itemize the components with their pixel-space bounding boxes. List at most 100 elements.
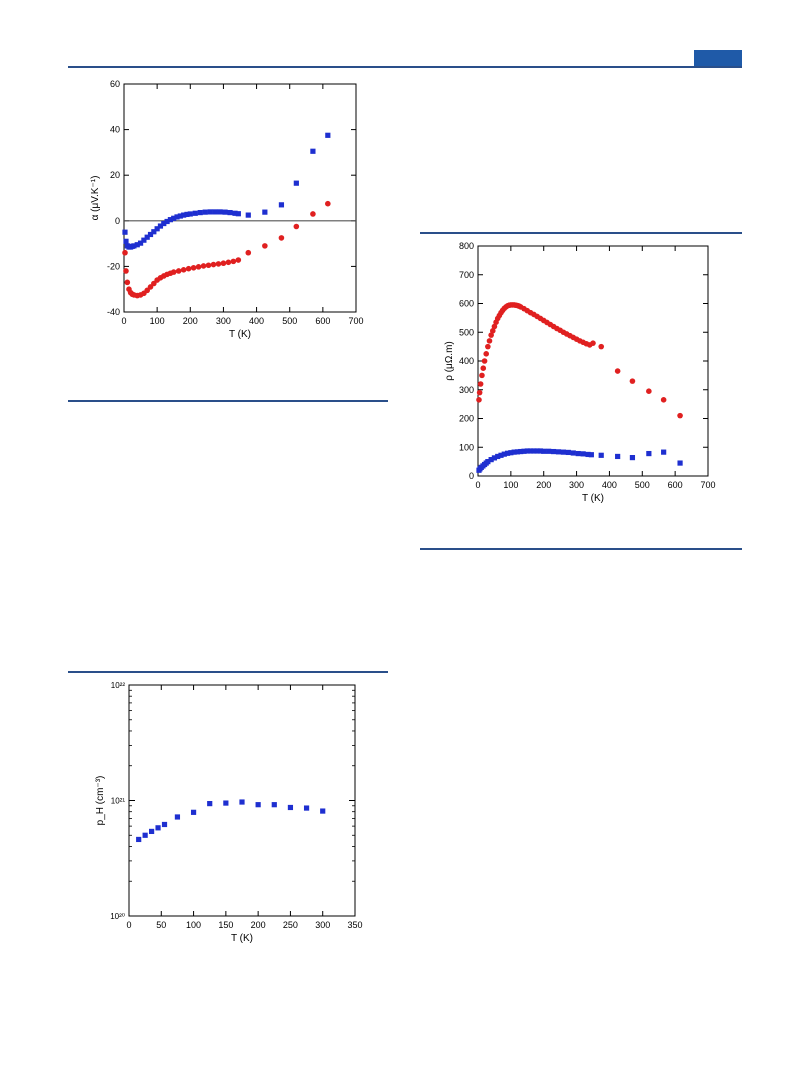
- data-point: [521, 448, 527, 454]
- x-tick-label: 700: [700, 480, 715, 490]
- data-point: [161, 220, 167, 227]
- data-point: [527, 448, 534, 454]
- data-point: [192, 210, 198, 216]
- series-0: [122, 132, 331, 250]
- y-tick-label: 10²¹: [111, 797, 126, 806]
- data-point: [230, 258, 237, 265]
- data-point: [164, 218, 170, 225]
- data-point: [232, 210, 238, 216]
- data-point: [239, 799, 245, 805]
- data-point: [187, 211, 193, 217]
- data-point: [122, 249, 128, 256]
- data-point: [287, 804, 294, 811]
- data-point: [215, 261, 222, 267]
- data-point: [504, 450, 511, 456]
- data-point: [174, 214, 180, 220]
- x-tick-label: 100: [503, 480, 518, 490]
- data-point: [278, 202, 285, 208]
- data-point: [477, 381, 484, 387]
- data-point: [262, 209, 268, 215]
- data-point: [223, 800, 229, 806]
- y-tick-label: 40: [110, 125, 120, 135]
- x-tick-label: 100: [150, 316, 165, 326]
- data-point: [491, 323, 498, 330]
- data-point: [174, 814, 181, 820]
- chart-hall-concentration: 0 50 100 150 200 250 300 350 10²⁰ 10²¹ 10²² T (K) p_…: [95, 681, 363, 944]
- data-point: [142, 832, 148, 838]
- x-tick-label: 300: [315, 920, 330, 930]
- data-point: [303, 805, 310, 811]
- y-tick-label: 20: [110, 170, 120, 180]
- data-point: [262, 243, 268, 249]
- data-point: [170, 269, 177, 275]
- data-point: [480, 365, 487, 371]
- x-tick-label: 200: [536, 480, 551, 490]
- data-point: [660, 397, 667, 403]
- x-axis-label: T (K): [229, 329, 251, 340]
- data-point: [524, 448, 530, 454]
- y-axis-label: p_H (cm⁻³): [95, 776, 106, 826]
- data-point: [514, 449, 521, 455]
- data-point: [197, 209, 203, 216]
- data-point: [541, 448, 547, 454]
- data-point: [235, 257, 242, 263]
- header-rule: [68, 66, 742, 68]
- data-point: [588, 452, 594, 458]
- data-point: [646, 450, 652, 457]
- data-point: [495, 453, 501, 460]
- y-tick-label: -40: [107, 307, 120, 317]
- data-point: [278, 235, 285, 241]
- plot-frame: [477, 245, 709, 477]
- series-0: [476, 302, 683, 419]
- data-point: [531, 448, 537, 454]
- y-tick-label: 400: [459, 356, 474, 366]
- x-tick-label: 100: [186, 920, 201, 930]
- data-point: [555, 449, 562, 455]
- x-axis-label: T (K): [231, 933, 253, 944]
- data-point: [123, 268, 129, 274]
- data-point: [271, 802, 277, 808]
- x-tick-label: 500: [282, 316, 297, 326]
- data-point: [598, 452, 604, 458]
- data-point: [210, 261, 217, 268]
- x-tick-label: 600: [315, 316, 330, 326]
- data-point: [235, 211, 241, 217]
- x-tick-label: 200: [251, 920, 266, 930]
- y-tick-label: 0: [469, 471, 474, 481]
- data-point: [491, 455, 498, 461]
- data-point: [534, 448, 540, 454]
- data-point: [177, 213, 183, 219]
- data-point: [181, 212, 187, 218]
- x-tick-label: 300: [216, 316, 231, 326]
- data-point: [124, 279, 131, 286]
- data-point: [546, 448, 552, 454]
- x-tick-label: 400: [249, 316, 264, 326]
- x-tick-label: 0: [475, 480, 480, 490]
- data-point: [511, 449, 517, 455]
- data-point: [485, 459, 491, 465]
- data-point: [483, 351, 490, 357]
- data-point: [185, 265, 192, 272]
- y-tick-label: -20: [107, 261, 120, 271]
- y-axis-label: ρ (μΩ.m): [444, 341, 455, 380]
- data-point: [200, 263, 207, 269]
- data-point: [518, 448, 524, 455]
- x-tick-label: 0: [121, 316, 126, 326]
- x-tick-label: 0: [126, 920, 131, 930]
- data-point: [122, 229, 128, 235]
- data-point: [537, 448, 544, 454]
- data-point: [310, 211, 316, 217]
- data-point: [151, 229, 157, 235]
- data-point: [293, 223, 300, 230]
- y-tick-label: 700: [459, 270, 474, 280]
- figure-seebeck: 0 100 200 300 400 500 600 700 -40 -20 0 20 40 60 T (K)…: [80, 76, 380, 348]
- y-axis-label: α (μV.K⁻¹): [90, 176, 101, 221]
- x-tick-label: 400: [602, 480, 617, 490]
- data-point: [155, 825, 161, 831]
- data-point: [190, 809, 197, 815]
- data-point: [481, 358, 488, 364]
- section-rule-right-1: [420, 232, 742, 234]
- x-tick-label: 500: [635, 480, 650, 490]
- data-point: [190, 264, 197, 271]
- data-point: [136, 836, 142, 843]
